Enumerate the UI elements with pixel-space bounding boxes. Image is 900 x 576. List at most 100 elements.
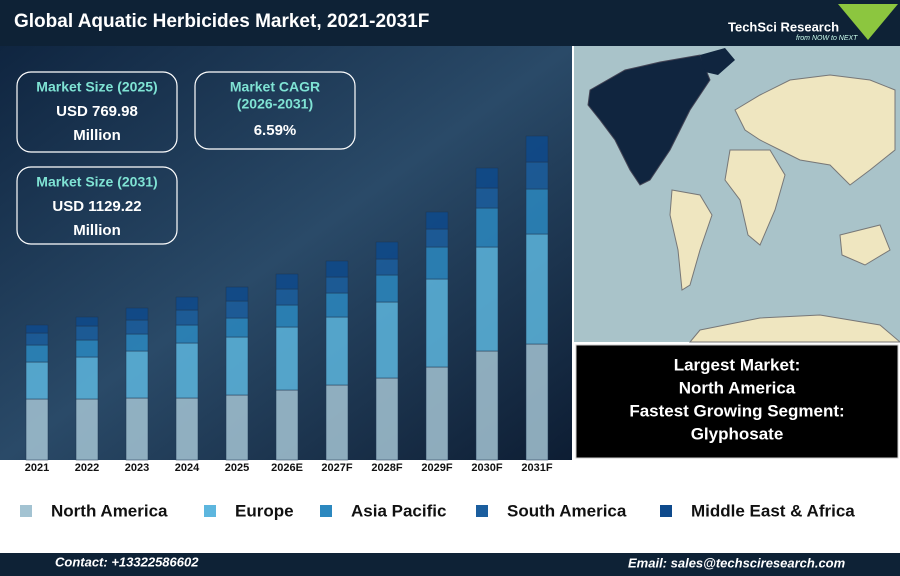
stat-label: Market Size (2031) bbox=[36, 174, 157, 190]
legend-swatch bbox=[660, 505, 672, 517]
title: Global Aquatic Herbicides Market, 2021-2… bbox=[14, 11, 429, 32]
bar-segment bbox=[175, 324, 199, 344]
bar-segment bbox=[325, 316, 349, 386]
bar-segment bbox=[375, 258, 399, 276]
stat-label: Market CAGR bbox=[230, 79, 320, 95]
x-tick-label: 2024 bbox=[175, 462, 200, 474]
bar-segment bbox=[25, 361, 49, 400]
bar-segment bbox=[125, 319, 149, 335]
bar-segment bbox=[475, 167, 499, 189]
legend-swatch bbox=[476, 505, 488, 517]
x-tick-label: 2029F bbox=[421, 462, 452, 474]
bar-segment bbox=[225, 300, 249, 319]
stat-period: (2026-2031) bbox=[237, 96, 313, 112]
bar-segment bbox=[475, 246, 499, 352]
bar-segment bbox=[425, 366, 449, 461]
bar-segment bbox=[525, 135, 549, 163]
info-label: Fastest Growing Segment: bbox=[629, 401, 844, 420]
x-tick-label: 2027F bbox=[321, 462, 352, 474]
legend-label: Asia Pacific bbox=[351, 501, 446, 520]
x-tick-label: 2021 bbox=[25, 462, 49, 474]
stat-value: USD 1129.22 bbox=[52, 198, 141, 215]
bar-segment bbox=[25, 332, 49, 346]
bar-segment bbox=[75, 356, 99, 400]
info-box bbox=[575, 344, 899, 459]
bar-segment bbox=[225, 394, 249, 461]
bar-segment bbox=[25, 324, 49, 334]
bar-segment bbox=[525, 343, 549, 461]
bar-segment bbox=[125, 350, 149, 399]
stat-box bbox=[194, 71, 356, 150]
legend-label: North America bbox=[51, 501, 168, 520]
stat-value: 6.59% bbox=[254, 122, 297, 139]
x-tick-label: 2026E bbox=[271, 462, 303, 474]
bar-segment bbox=[425, 211, 449, 230]
logo-mark bbox=[838, 4, 898, 40]
x-tick-label: 2022 bbox=[75, 462, 99, 474]
stat-label: Market Size (2025) bbox=[36, 79, 157, 95]
stat-unit: Million bbox=[73, 222, 121, 239]
bar-segment bbox=[75, 325, 99, 341]
bar-segment bbox=[275, 326, 299, 391]
bar-segment bbox=[425, 278, 449, 368]
x-tick-label: 2023 bbox=[125, 462, 149, 474]
bar-segment bbox=[375, 241, 399, 260]
bar-segment bbox=[325, 260, 349, 278]
bar-segment bbox=[25, 344, 49, 363]
bar-segment bbox=[475, 187, 499, 209]
bar-segment bbox=[125, 307, 149, 321]
bar-segment bbox=[175, 309, 199, 326]
bar-segment bbox=[225, 317, 249, 338]
info-value: Glyphosate bbox=[691, 424, 784, 443]
stat-unit: Million bbox=[73, 127, 121, 144]
bar-segment bbox=[175, 296, 199, 311]
x-tick-label: 2028F bbox=[371, 462, 402, 474]
bar-segment bbox=[275, 288, 299, 306]
bar-segment bbox=[175, 397, 199, 461]
bar-segment bbox=[325, 384, 349, 461]
bar-segment bbox=[25, 398, 49, 461]
world-map bbox=[574, 46, 900, 343]
x-tick-label: 2030F bbox=[471, 462, 502, 474]
bar-segment bbox=[325, 276, 349, 294]
bar-segment bbox=[275, 273, 299, 290]
legend-label: Europe bbox=[235, 501, 294, 520]
bar-segment bbox=[225, 336, 249, 396]
bar-segment bbox=[125, 397, 149, 461]
bar-segment bbox=[75, 398, 99, 461]
bar-segment bbox=[325, 292, 349, 318]
bar-segment bbox=[75, 339, 99, 358]
bar-segment bbox=[525, 188, 549, 235]
bar-segment bbox=[225, 286, 249, 302]
bar-segment bbox=[375, 274, 399, 303]
bar-segment bbox=[275, 389, 299, 461]
bar-segment bbox=[525, 233, 549, 345]
bar-segment bbox=[275, 304, 299, 328]
info-value: North America bbox=[679, 378, 796, 397]
x-tick-label: 2025 bbox=[225, 462, 249, 474]
stat-box bbox=[16, 166, 178, 245]
bar-segment bbox=[525, 161, 549, 190]
stat-box bbox=[16, 71, 178, 153]
legend-swatch bbox=[204, 505, 216, 517]
contact: Contact: +13322586602 bbox=[55, 554, 199, 569]
bar-segment bbox=[175, 342, 199, 399]
logo: TechSci Research bbox=[728, 19, 839, 34]
legend-swatch bbox=[320, 505, 332, 517]
bar-segment bbox=[475, 207, 499, 248]
bar-segment bbox=[375, 301, 399, 379]
stat-value: USD 769.98 bbox=[56, 103, 138, 120]
x-tick-label: 2031F bbox=[521, 462, 552, 474]
footer-bar bbox=[0, 553, 900, 576]
bar-segment bbox=[375, 377, 399, 461]
email: Email: sales@techsciresearch.com bbox=[628, 555, 846, 570]
bar-segment bbox=[425, 246, 449, 280]
legend-label: Middle East & Africa bbox=[691, 501, 855, 520]
bar-segment bbox=[475, 350, 499, 461]
info-label: Largest Market: bbox=[674, 355, 801, 374]
legend-label: South America bbox=[507, 501, 627, 520]
bar-segment bbox=[125, 333, 149, 352]
legend-swatch bbox=[20, 505, 32, 517]
bar-segment bbox=[425, 228, 449, 248]
